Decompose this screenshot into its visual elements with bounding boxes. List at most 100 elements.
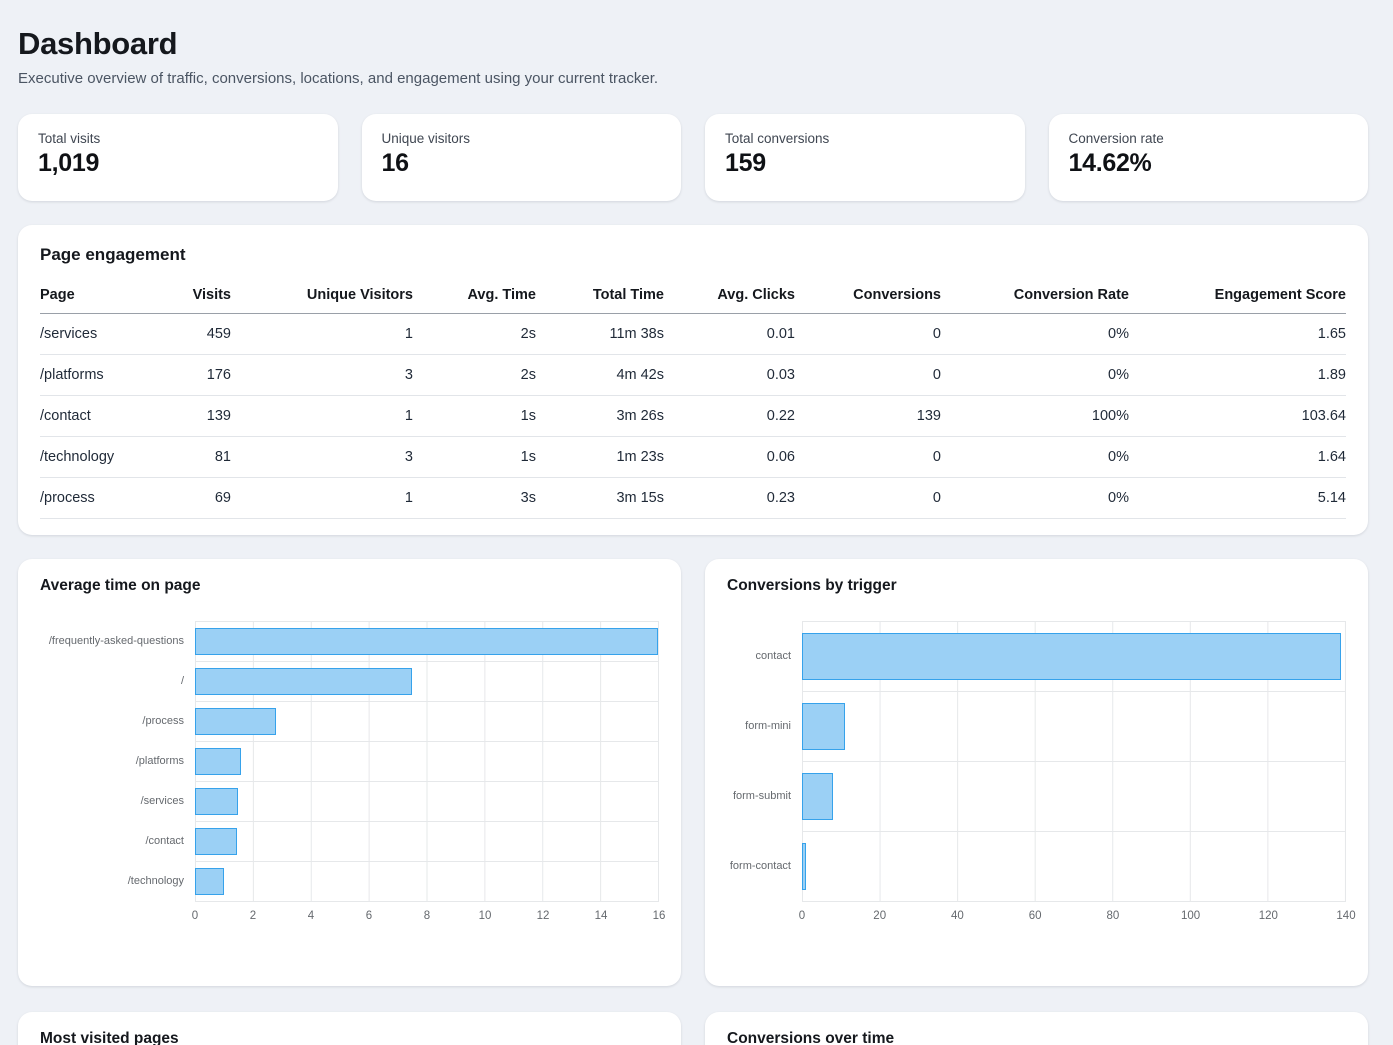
stat-card: Total visits 1,019 [18, 114, 338, 201]
table-cell: 5.14 [1133, 477, 1346, 519]
stat-card: Conversion rate 14.62% [1048, 114, 1368, 201]
table-row: /platforms 176 3 2s 4m 42s 0.03 0 0% 1.89 [40, 354, 1346, 396]
x-axis-tick: 80 [1106, 910, 1120, 922]
bar-row [195, 741, 658, 781]
stat-value: 159 [725, 149, 766, 177]
page-path-cell: /technology [40, 436, 140, 478]
bar[interactable] [802, 843, 806, 890]
page-engagement-title: Page engagement [40, 245, 186, 264]
y-axis-label: /platforms [135, 755, 184, 767]
x-axis-tick: 8 [423, 910, 431, 922]
x-axis-tick: 100 [1180, 910, 1201, 922]
bar[interactable] [802, 633, 1342, 680]
avg-time-chart-card: Average time on page /frequently-asked-q… [18, 559, 681, 986]
bar[interactable] [195, 748, 242, 775]
column-header: Conversions [799, 277, 945, 314]
table-cell: 69 [140, 477, 235, 519]
table-cell: 0% [945, 477, 1133, 519]
bar-row [195, 821, 658, 861]
charts-row: Average time on page /frequently-asked-q… [18, 559, 1368, 986]
table-cell: 3m 26s [540, 395, 668, 437]
x-axis: 0 20 40 60 80 100 120 140 [798, 902, 1356, 926]
table-cell: 0 [799, 436, 945, 478]
table-cell: 176 [140, 354, 235, 396]
x-axis-tick: 4 [307, 910, 315, 922]
most-visited-title: Most visited pages [40, 1030, 179, 1045]
x-axis-tick: 14 [594, 910, 608, 922]
bar-row [195, 661, 658, 701]
x-axis-tick: 40 [951, 910, 964, 922]
dashboard-page: Dashboard Executive overview of traffic,… [18, 26, 1368, 1045]
page-path-cell: /platforms [40, 354, 140, 396]
conversions-chart-card: Conversions by trigger contact form-mini f… [705, 559, 1368, 986]
table-cell: 459 [140, 313, 235, 355]
table-cell: 2s [417, 313, 540, 355]
y-axis-label: form-mini [745, 720, 791, 732]
table-cell: 1 [235, 395, 417, 437]
table-cell: 2s [417, 354, 540, 396]
x-axis-tick: 0 [798, 910, 806, 922]
bar-row [802, 621, 1345, 691]
bar[interactable] [195, 668, 413, 695]
table-cell: 0 [799, 354, 945, 396]
y-axis-label: /process [142, 715, 184, 727]
table-cell: 0 [799, 477, 945, 519]
table-cell: 1.89 [1133, 354, 1346, 396]
column-header: Conversion Rate [945, 277, 1133, 314]
page-path-cell: /services [40, 313, 140, 355]
bar[interactable] [195, 708, 277, 735]
page-path-cell: /contact [40, 395, 140, 437]
stat-label: Total conversions [725, 131, 830, 146]
bar[interactable] [195, 868, 224, 895]
table-cell: 0 [799, 313, 945, 355]
table-cell: 100% [945, 395, 1133, 437]
bar-row [195, 861, 658, 901]
stat-value: 1,019 [38, 149, 100, 177]
stat-value: 14.62% [1068, 149, 1152, 177]
table-cell: 1 [235, 477, 417, 519]
y-axis-labels: contact form-mini form-submit form-contact [727, 621, 802, 926]
stat-label: Conversion rate [1068, 131, 1164, 146]
page-subtitle: Executive overview of traffic, conversio… [18, 70, 659, 87]
most-visited-card: Most visited pages [18, 1012, 681, 1045]
page-engagement-card: Page engagement Page Visits Unique Visitor… [18, 225, 1368, 535]
bar[interactable] [195, 788, 239, 815]
stat-cards: Total visits 1,019 Unique visitors 16 To… [18, 114, 1368, 201]
table-cell: 0.22 [668, 395, 799, 437]
table-cell: 0.23 [668, 477, 799, 519]
conversions-over-time-title: Conversions over time [727, 1030, 895, 1045]
stat-label: Total visits [38, 131, 101, 146]
bar[interactable] [802, 703, 845, 750]
table-cell: 139 [799, 395, 945, 437]
table-cell: 1.65 [1133, 313, 1346, 355]
column-header: Total Time [540, 277, 668, 314]
table-cell: 0% [945, 436, 1133, 478]
column-header: Unique Visitors [235, 277, 417, 314]
x-axis-tick: 6 [365, 910, 373, 922]
table-cell: 11m 38s [540, 313, 668, 355]
conversions-chart-title: Conversions by trigger [727, 577, 897, 594]
bottom-cards-row: Most visited pages Conversions over time [18, 1012, 1368, 1045]
conversions-over-time-card: Conversions over time [705, 1012, 1368, 1045]
table-row: /contact 139 1 1s 3m 26s 0.22 139 100% 103.64 [40, 395, 1346, 437]
y-axis-label: /services [140, 795, 184, 807]
table-cell: 81 [140, 436, 235, 478]
column-header: Page [40, 277, 140, 314]
y-axis-label: contact [755, 650, 791, 662]
x-axis-tick: 16 [652, 910, 666, 922]
y-axis-label: /technology [127, 875, 184, 887]
stat-value: 16 [381, 149, 410, 177]
bar[interactable] [802, 773, 833, 820]
x-axis-tick: 140 [1336, 910, 1356, 922]
bar-row [802, 691, 1345, 761]
table-cell: 103.64 [1133, 395, 1346, 437]
x-axis-tick: 60 [1028, 910, 1042, 922]
table-cell: 1m 23s [540, 436, 668, 478]
table-body: /services 459 1 2s 11m 38s 0.01 0 0% 1.65/platfo… [40, 313, 1346, 519]
stat-card: Unique visitors 16 [361, 114, 681, 201]
bar[interactable] [195, 628, 658, 655]
bar[interactable] [195, 828, 237, 855]
avg-time-chart: /frequently-asked-questions / /process/pla… [40, 621, 665, 926]
table-cell: 1.64 [1133, 436, 1346, 478]
y-axis-label: /contact [145, 835, 184, 847]
